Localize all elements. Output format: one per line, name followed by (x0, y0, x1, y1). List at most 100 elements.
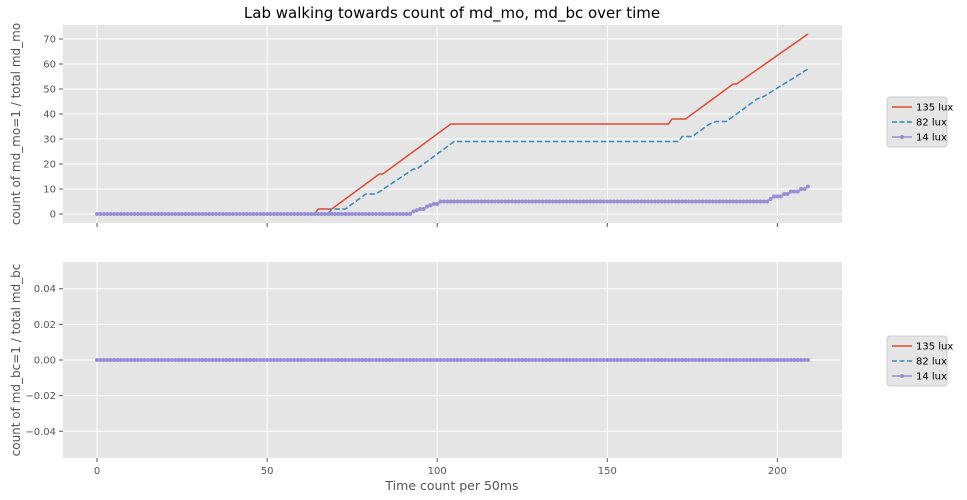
data-point (516, 199, 521, 204)
data-point (407, 212, 412, 216)
data-point (234, 212, 239, 216)
data-point (527, 199, 532, 204)
y-tick-label: 60 (43, 60, 56, 71)
data-point (200, 212, 205, 216)
data-point (442, 358, 446, 362)
data-point (299, 358, 304, 362)
data-point (305, 358, 310, 362)
data-point (455, 199, 460, 204)
data-point (163, 358, 168, 362)
data-point (309, 358, 314, 362)
data-point (673, 199, 678, 204)
data-point (503, 199, 508, 204)
data-point (703, 199, 708, 204)
data-point (220, 358, 225, 362)
x-tick-label: 150 (598, 466, 617, 477)
data-point (265, 358, 270, 362)
data-point (639, 199, 644, 204)
data-point (799, 187, 804, 191)
data-point (714, 358, 719, 362)
data-point (734, 358, 739, 362)
data-point (768, 197, 773, 201)
data-point (98, 212, 103, 216)
data-point (414, 358, 419, 362)
y-tick-label: 0 (50, 210, 56, 221)
data-point (605, 199, 610, 204)
data-point (669, 199, 674, 204)
data-point (350, 212, 355, 216)
data-point (547, 358, 552, 362)
data-point (326, 212, 331, 216)
data-point (112, 212, 117, 216)
data-point (775, 194, 780, 199)
series-line-82-lux (97, 68, 809, 215)
data-point (333, 212, 338, 216)
data-point (176, 358, 181, 362)
data-point (421, 358, 426, 362)
data-point (268, 212, 273, 216)
data-point (278, 358, 283, 362)
panel-md-bc: 0 50 100 150 200 −0.04 −0.02 0.00 0.02 0.04 count … (9, 262, 953, 477)
data-point (258, 212, 263, 216)
data-point (448, 199, 453, 204)
data-point (754, 199, 759, 204)
data-point (299, 212, 304, 216)
data-point (346, 212, 351, 216)
data-point (353, 358, 358, 362)
data-point (207, 358, 212, 362)
data-point (404, 212, 409, 216)
data-point (530, 199, 535, 204)
data-point (292, 212, 297, 216)
data-point (197, 212, 202, 216)
legend-marker (900, 135, 904, 139)
data-point (282, 358, 287, 362)
data-point (336, 212, 341, 216)
data-point (231, 358, 236, 362)
data-point (384, 212, 389, 216)
panel-md-mo: 0 10 20 30 40 50 60 70 count of md_mo=1 / total … (9, 23, 953, 227)
data-point (533, 358, 538, 362)
data-point (139, 358, 144, 362)
data-point (567, 358, 572, 362)
data-point (482, 358, 487, 362)
data-point (710, 358, 715, 362)
data-point (452, 358, 457, 362)
data-point (765, 199, 770, 204)
data-point (367, 358, 372, 362)
data-point (482, 199, 487, 204)
data-point (404, 358, 409, 362)
y-tick-label: −0.04 (25, 427, 56, 438)
data-point (795, 189, 800, 194)
data-point (748, 358, 753, 362)
x-axis-label: Time count per 50ms (384, 478, 518, 493)
data-point (200, 358, 205, 362)
legend-label: 14 lux (916, 372, 947, 383)
data-point (782, 192, 787, 196)
data-point (676, 358, 681, 362)
data-point (234, 358, 239, 362)
data-point (571, 199, 576, 204)
data-point (737, 199, 742, 204)
x-tick-label: 50 (261, 466, 274, 477)
data-point (578, 358, 583, 362)
data-point (125, 358, 130, 362)
data-point (469, 199, 474, 204)
y-tick-label: 70 (43, 35, 56, 46)
data-point (176, 212, 181, 216)
data-point (642, 199, 647, 204)
data-point (561, 199, 566, 204)
data-point (690, 358, 695, 362)
data-point (625, 199, 630, 204)
data-point (319, 212, 324, 216)
data-point (598, 199, 603, 204)
data-point (591, 358, 596, 362)
data-point (214, 358, 219, 362)
data-point (241, 358, 246, 362)
data-point (683, 199, 688, 204)
data-point (288, 212, 293, 216)
data-point (115, 358, 120, 362)
data-point (115, 212, 120, 216)
data-point (98, 358, 103, 362)
data-point (731, 199, 736, 204)
data-point (785, 358, 790, 362)
